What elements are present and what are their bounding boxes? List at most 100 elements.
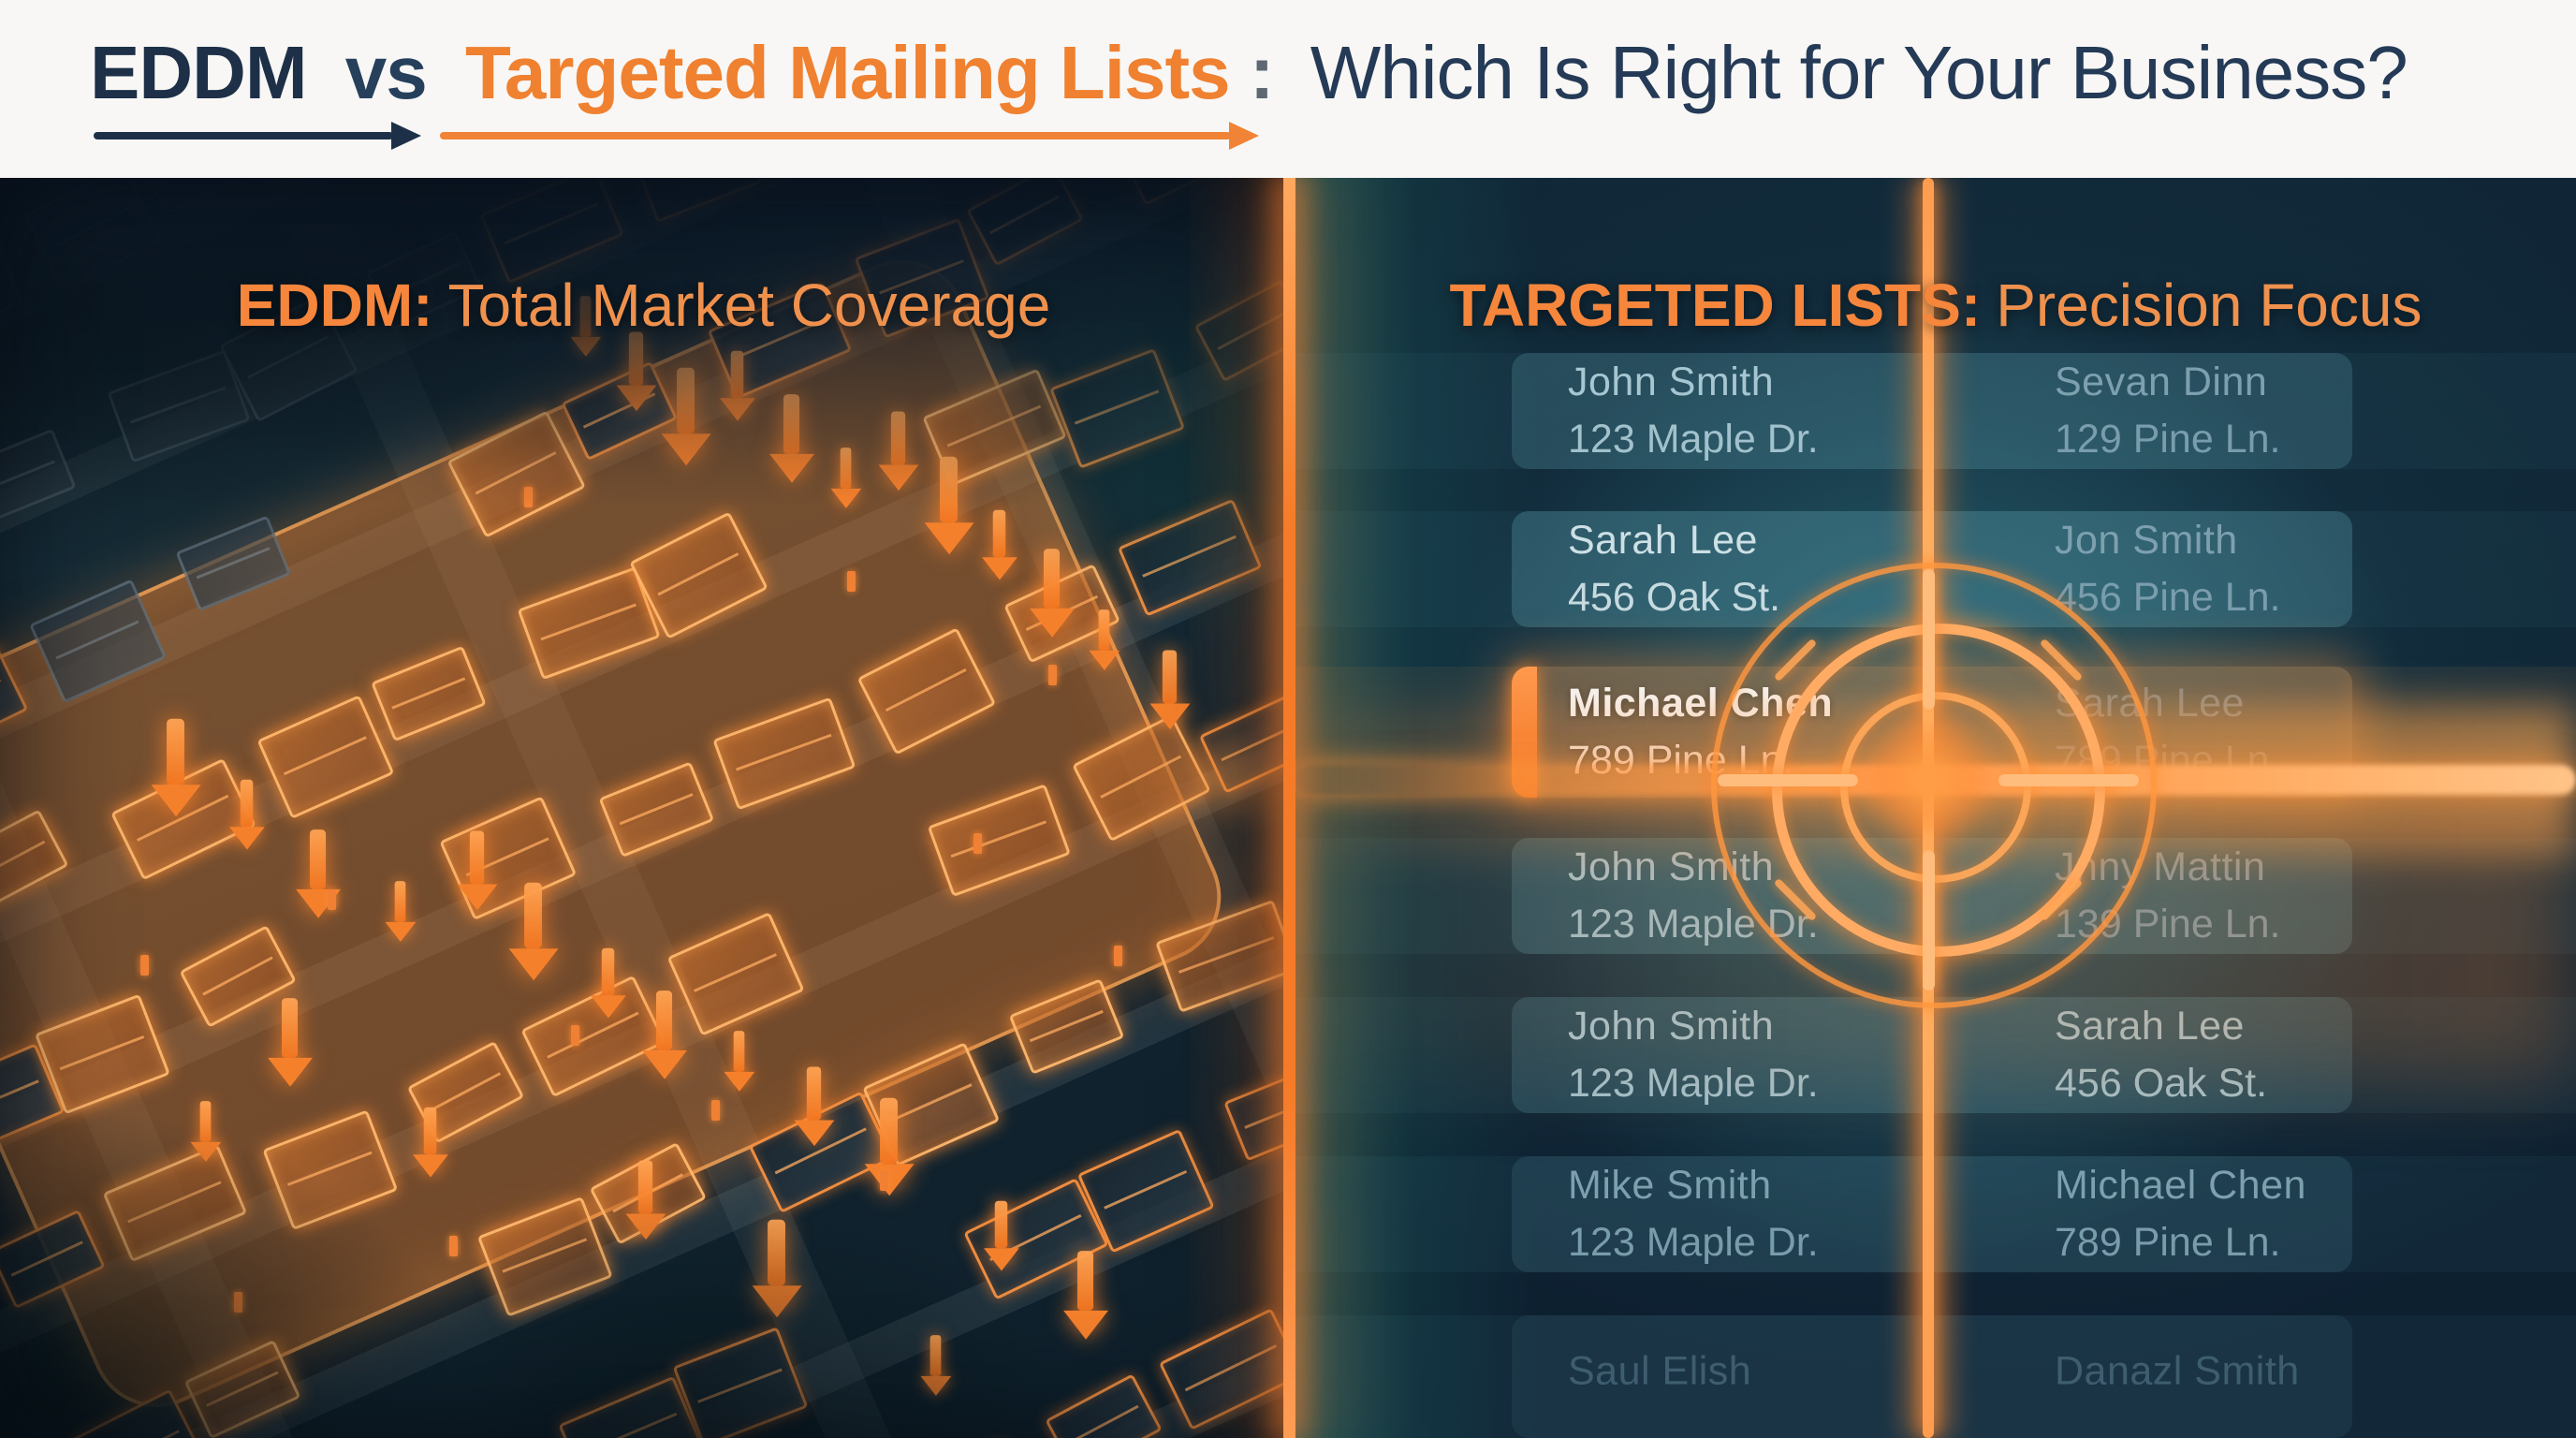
recipient-entry: John Smith 123 Maple Dr. xyxy=(1568,1004,1819,1107)
title-eddm: EDDM xyxy=(90,31,308,114)
mailbox-post-marker xyxy=(1048,665,1057,685)
beam-spill-glow xyxy=(1147,726,1287,829)
vertical-beam xyxy=(1923,178,1934,1438)
title-colon: : xyxy=(1249,31,1275,114)
eddm-panel-title: EDDM: Total Market Coverage xyxy=(0,272,1287,338)
title-vs: vs xyxy=(344,31,428,114)
mail-drop-arrow-icon xyxy=(992,509,1006,558)
mail-drop-arrow-icon xyxy=(890,411,906,465)
mail-drop-arrow-icon xyxy=(806,1066,822,1121)
recipient-name: Sevan Dinn xyxy=(2055,360,2268,404)
recipient-entry: Michael Chen 789 Pine Ln. xyxy=(2055,1163,2306,1266)
mail-drop-arrow-icon xyxy=(423,1107,437,1155)
recipient-entry: Danazl Smith xyxy=(2055,1348,2300,1405)
house-footprint xyxy=(1117,498,1263,617)
recipient-address: 456 Pine Ln. xyxy=(2055,575,2281,620)
recipient-name: Sarah Lee xyxy=(1568,518,1758,563)
mail-drop-arrow-icon xyxy=(281,998,299,1058)
recipient-address: 139 Pine Ln. xyxy=(2055,902,2280,947)
recipient-name: John Smith xyxy=(1568,1004,1819,1049)
recipient-entry: Jon Smith 456 Pine Ln. xyxy=(2055,518,2280,621)
house-footprint xyxy=(1158,1308,1287,1431)
header: EDDM vs Targeted Mailing Lists : Which I… xyxy=(0,0,2576,178)
mail-drop-arrow-icon xyxy=(1076,1251,1094,1311)
recipient-address: 123 Maple Dr. xyxy=(1568,1061,1819,1107)
recipient-entry: Sarah Lee 456 Oak St. xyxy=(1568,518,1780,621)
house-footprint xyxy=(479,178,624,285)
mail-drop-arrow-icon xyxy=(601,947,615,996)
recipient-entry: John Smith 123 Maple Dr. xyxy=(1568,360,1819,462)
mailbox-post-marker xyxy=(1114,946,1122,966)
mailbox-post-marker xyxy=(880,1170,888,1191)
recipient-name: Jon Smith xyxy=(2055,518,2238,563)
targeted-title-bold: TARGETED LISTS: xyxy=(1449,271,1982,340)
mail-drop-arrow-icon xyxy=(677,367,695,434)
mail-drop-arrow-icon xyxy=(469,830,485,885)
mail-drop-arrow-icon xyxy=(524,882,542,949)
mail-drop-arrow-icon xyxy=(994,1200,1008,1249)
mail-drop-arrow-icon xyxy=(783,394,800,454)
arrow-head-icon xyxy=(1229,122,1259,150)
recipient-entry: Mike Smith 123 Maple Dr. xyxy=(1568,1163,1819,1266)
mail-drop-arrow-icon xyxy=(628,331,644,386)
mail-drop-arrow-icon xyxy=(880,1097,898,1165)
mailbox-post-marker xyxy=(571,1025,579,1046)
house-footprint xyxy=(1223,1064,1287,1162)
mail-drop-arrow-icon xyxy=(730,350,744,399)
eddm-title-bold: EDDM: xyxy=(236,271,433,340)
mail-drop-arrow-icon xyxy=(1162,650,1178,704)
mail-drop-arrow-icon xyxy=(655,990,673,1050)
mail-drop-arrow-icon xyxy=(733,1031,745,1072)
recipient-address: 456 Oak St. xyxy=(2055,1061,2267,1107)
horizontal-beam-fade xyxy=(1295,803,2576,1084)
recipient-entry: Sarah Lee 456 Oak St. xyxy=(2055,1004,2267,1107)
mail-drop-arrow-icon xyxy=(637,1160,653,1214)
mailbox-post-marker xyxy=(449,1236,458,1256)
recipient-name: Saul Elish xyxy=(1568,1348,1752,1393)
targeted-panel: John Smith 123 Maple Dr. Sevan Dinn 129 … xyxy=(1295,178,2576,1438)
targeted-underline-arrow xyxy=(440,122,1259,150)
targeted-title-rest: Precision Focus xyxy=(1996,271,2422,340)
mail-drop-arrow-icon xyxy=(167,718,184,785)
title-question: Which Is Right for Your Business? xyxy=(1310,31,2408,114)
recipient-name: John Smith xyxy=(1568,360,1775,404)
mail-drop-arrow-icon xyxy=(394,881,406,922)
eddm-title-rest: Total Market Coverage xyxy=(447,271,1051,340)
mailbox-post-marker xyxy=(847,571,856,592)
recipient-name: Mike Smith xyxy=(1568,1163,1772,1208)
house-footprint xyxy=(966,178,1084,267)
recipient-name: Danazl Smith xyxy=(2055,1348,2300,1393)
mail-drop-arrow-icon xyxy=(929,1335,942,1376)
mail-drop-arrow-icon xyxy=(840,448,852,489)
mail-drop-arrow-icon xyxy=(240,779,254,828)
panel-divider xyxy=(1283,178,1295,1438)
mailbox-post-marker xyxy=(973,833,982,854)
mail-drop-arrow-icon xyxy=(1098,609,1110,651)
eddm-underline-arrow xyxy=(94,122,421,150)
mail-drop-arrow-icon xyxy=(199,1101,212,1142)
arrow-head-icon xyxy=(391,122,421,150)
mailbox-post-marker xyxy=(234,1292,242,1313)
page-title: EDDM vs Targeted Mailing Lists : Which I… xyxy=(90,34,2408,112)
targeted-panel-title: TARGETED LISTS: Precision Focus xyxy=(1295,272,2576,338)
recipient-address: 456 Oak St. xyxy=(1568,575,1781,620)
mail-drop-arrow-icon xyxy=(768,1219,785,1286)
recipient-address: 789 Pine Ln. xyxy=(2055,1220,2281,1265)
recipient-address: 123 Maple Dr. xyxy=(1568,417,1819,462)
mail-drop-arrow-icon xyxy=(1043,549,1061,609)
house-footprint xyxy=(672,1327,809,1438)
house-footprint xyxy=(0,428,77,525)
recipient-entry: Sevan Dinn 129 Pine Ln. xyxy=(2055,360,2280,462)
house-footprint xyxy=(138,178,256,215)
mailbox-post-marker xyxy=(711,1100,720,1121)
horizontal-beam xyxy=(1295,765,2576,795)
mailbox-post-marker xyxy=(524,487,533,507)
recipient-name: Sarah Lee xyxy=(2055,1004,2267,1049)
recipient-name: Michael Chen xyxy=(2055,1163,2306,1208)
eddm-panel: EDDM: Total Market Coverage xyxy=(0,178,1287,1438)
house-footprint xyxy=(1049,347,1186,469)
recipient-entry: Saul Elish xyxy=(1568,1348,1751,1405)
mail-drop-arrow-icon xyxy=(940,456,958,523)
title-targeted: Targeted Mailing Lists xyxy=(465,31,1231,114)
house-footprint xyxy=(1112,178,1259,206)
